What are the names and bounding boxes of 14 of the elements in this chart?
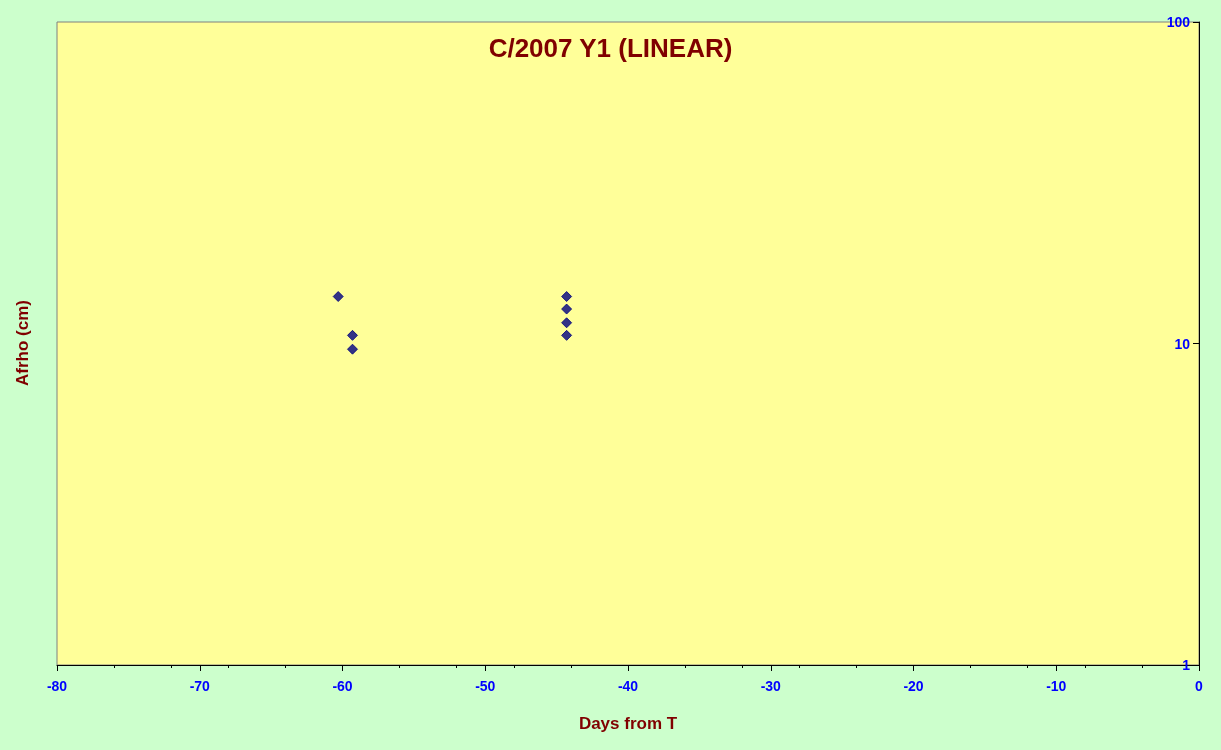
x-tick-label: -60 [332,678,353,694]
x-tick-label: -20 [903,678,924,694]
y-tick-label: 100 [1166,14,1191,30]
x-tick-label: -40 [617,678,639,694]
x-tick-label: -70 [189,678,211,694]
x-tick-label: 0 [1195,678,1204,694]
y-axis-title: Afrho (cm) [13,299,32,386]
y-tick-label: 10 [1174,335,1191,352]
x-tick-label: -80 [46,678,68,694]
x-axis-title: Days from T [578,714,678,733]
x-tick-label: -50 [475,678,496,694]
x-tick-label: -30 [760,678,782,694]
x-tick-label: -10 [1046,678,1067,694]
chart-title: C/2007 Y1 (LINEAR) [488,33,733,63]
